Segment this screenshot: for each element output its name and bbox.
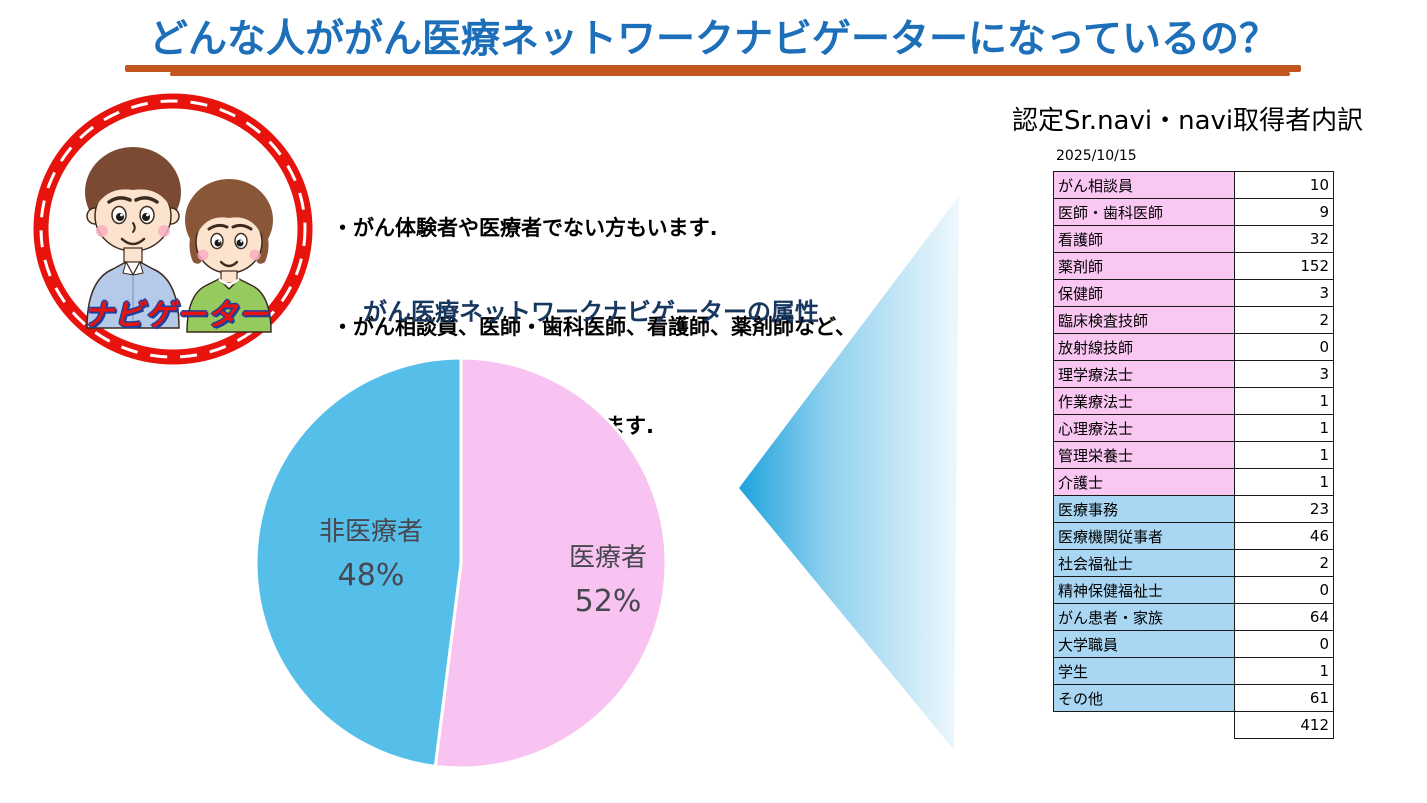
intro-line-2: ・がん相談員、医師・歯科医師、看護師、薬剤師など、 [332, 315, 856, 339]
title-underline-stroke2 [170, 72, 1290, 76]
pie-slice-1 [254, 356, 463, 769]
row-label: 保健師 [1053, 279, 1235, 307]
table-row: 学生 1 [1053, 657, 1334, 685]
table-total-row: 412 [1054, 711, 1334, 739]
row-value: 46 [1234, 522, 1334, 550]
badge-label: ナビゲーター [83, 298, 269, 333]
title-underline [125, 65, 1301, 72]
pie-slice-0 [433, 356, 668, 770]
row-value: 0 [1234, 576, 1334, 604]
row-value: 23 [1234, 495, 1334, 523]
breakdown-table-body: がん相談員 10 医師・歯科医師 9 看護師 32 薬剤師 152 保健師 3 臨床検査技師 2 放射線… [1053, 171, 1334, 739]
table-row: 医師・歯科医師 9 [1053, 198, 1334, 226]
row-label: 心理療法士 [1053, 414, 1235, 442]
row-label: 放射線技師 [1053, 333, 1235, 361]
table-row: 医療機関従事者 46 [1053, 522, 1334, 550]
row-value: 61 [1234, 684, 1334, 712]
row-label: がん相談員 [1053, 171, 1235, 199]
row-label: 精神保健福祉士 [1053, 576, 1235, 604]
row-value: 1 [1234, 387, 1334, 415]
row-value: 1 [1234, 468, 1334, 496]
row-label: 医師・歯科医師 [1053, 198, 1235, 226]
table-row: 臨床検査技師 2 [1053, 306, 1334, 334]
table-row: 薬剤師 152 [1053, 252, 1334, 280]
row-label: その他 [1053, 684, 1235, 712]
row-label: 医療事務 [1053, 495, 1235, 523]
zoom-connector-triangle [739, 196, 959, 750]
page-title: どんな人ががん医療ネットワークナビゲーターになっているの？ [148, 17, 1279, 62]
breakdown-table: がん相談員 10 医師・歯科医師 9 看護師 32 薬剤師 152 保健師 3 臨床検査技師 2 放射線… [1053, 171, 1334, 739]
row-label: 社会福祉士 [1053, 549, 1235, 577]
row-label: 介護士 [1053, 468, 1235, 496]
table-row: 管理栄養士 1 [1053, 441, 1334, 469]
table-row: 保健師 3 [1053, 279, 1334, 307]
table-row: 精神保健福祉士 0 [1053, 576, 1334, 604]
woman-figure [185, 179, 273, 333]
row-label: 臨床検査技師 [1053, 306, 1235, 334]
table-row: その他 61 [1053, 684, 1334, 712]
total-value: 412 [1234, 711, 1334, 739]
breakdown-title: 認定Sr.navi・navi取得者内訳 [1012, 106, 1364, 136]
table-row: 理学療法士 3 [1053, 360, 1334, 388]
table-row: 医療事務 23 [1053, 495, 1334, 523]
row-value: 1 [1234, 414, 1334, 442]
pie-chart-title: がん医療ネットワークナビゲーターの属性 [363, 298, 819, 326]
row-label: 看護師 [1053, 225, 1235, 253]
row-value: 1 [1234, 657, 1334, 685]
table-row: 大学職員 0 [1053, 630, 1334, 658]
breakdown-date: 2025/10/15 [1056, 148, 1137, 164]
table-row: 社会福祉士 2 [1053, 549, 1334, 577]
table-row: 作業療法士 1 [1053, 387, 1334, 415]
row-label: 薬剤師 [1053, 252, 1235, 280]
row-value: 2 [1234, 306, 1334, 334]
row-label: 作業療法士 [1053, 387, 1235, 415]
row-label: 管理栄養士 [1053, 441, 1235, 469]
row-value: 1 [1234, 441, 1334, 469]
pie-label-medical: 医療者 52% [568, 543, 647, 619]
row-value: 0 [1234, 630, 1334, 658]
row-value: 10 [1234, 171, 1334, 199]
navigator-badge: ナビゲーター [33, 92, 313, 366]
table-row: 介護士 1 [1053, 468, 1334, 496]
row-value: 152 [1234, 252, 1334, 280]
badge-ring-dash [39, 99, 307, 359]
row-value: 3 [1234, 360, 1334, 388]
pie-svg [254, 356, 668, 770]
pie-chart: 非医療者 48% 医療者 52% [250, 352, 672, 774]
row-value: 9 [1234, 198, 1334, 226]
table-row: がん相談員 10 [1053, 171, 1334, 199]
row-label: 医療機関従事者 [1053, 522, 1235, 550]
row-label: 大学職員 [1053, 630, 1235, 658]
navigator-illustration [33, 93, 313, 365]
pie-label-nonmedical: 非医療者 48% [318, 517, 423, 593]
row-value: 0 [1234, 333, 1334, 361]
row-value: 64 [1234, 603, 1334, 631]
row-value: 2 [1234, 549, 1334, 577]
row-label: がん患者・家族 [1053, 603, 1235, 631]
total-spacer [1054, 712, 1235, 739]
table-row: 放射線技師 0 [1053, 333, 1334, 361]
row-value: 3 [1234, 279, 1334, 307]
table-row: 心理療法士 1 [1053, 414, 1334, 442]
row-value: 32 [1234, 225, 1334, 253]
table-row: 看護師 32 [1053, 225, 1334, 253]
table-row: がん患者・家族 64 [1053, 603, 1334, 631]
intro-line-1: ・がん体験者や医療者でない方もいます. [332, 216, 718, 240]
row-label: 学生 [1053, 657, 1235, 685]
row-label: 理学療法士 [1053, 360, 1235, 388]
man-figure [85, 147, 181, 329]
